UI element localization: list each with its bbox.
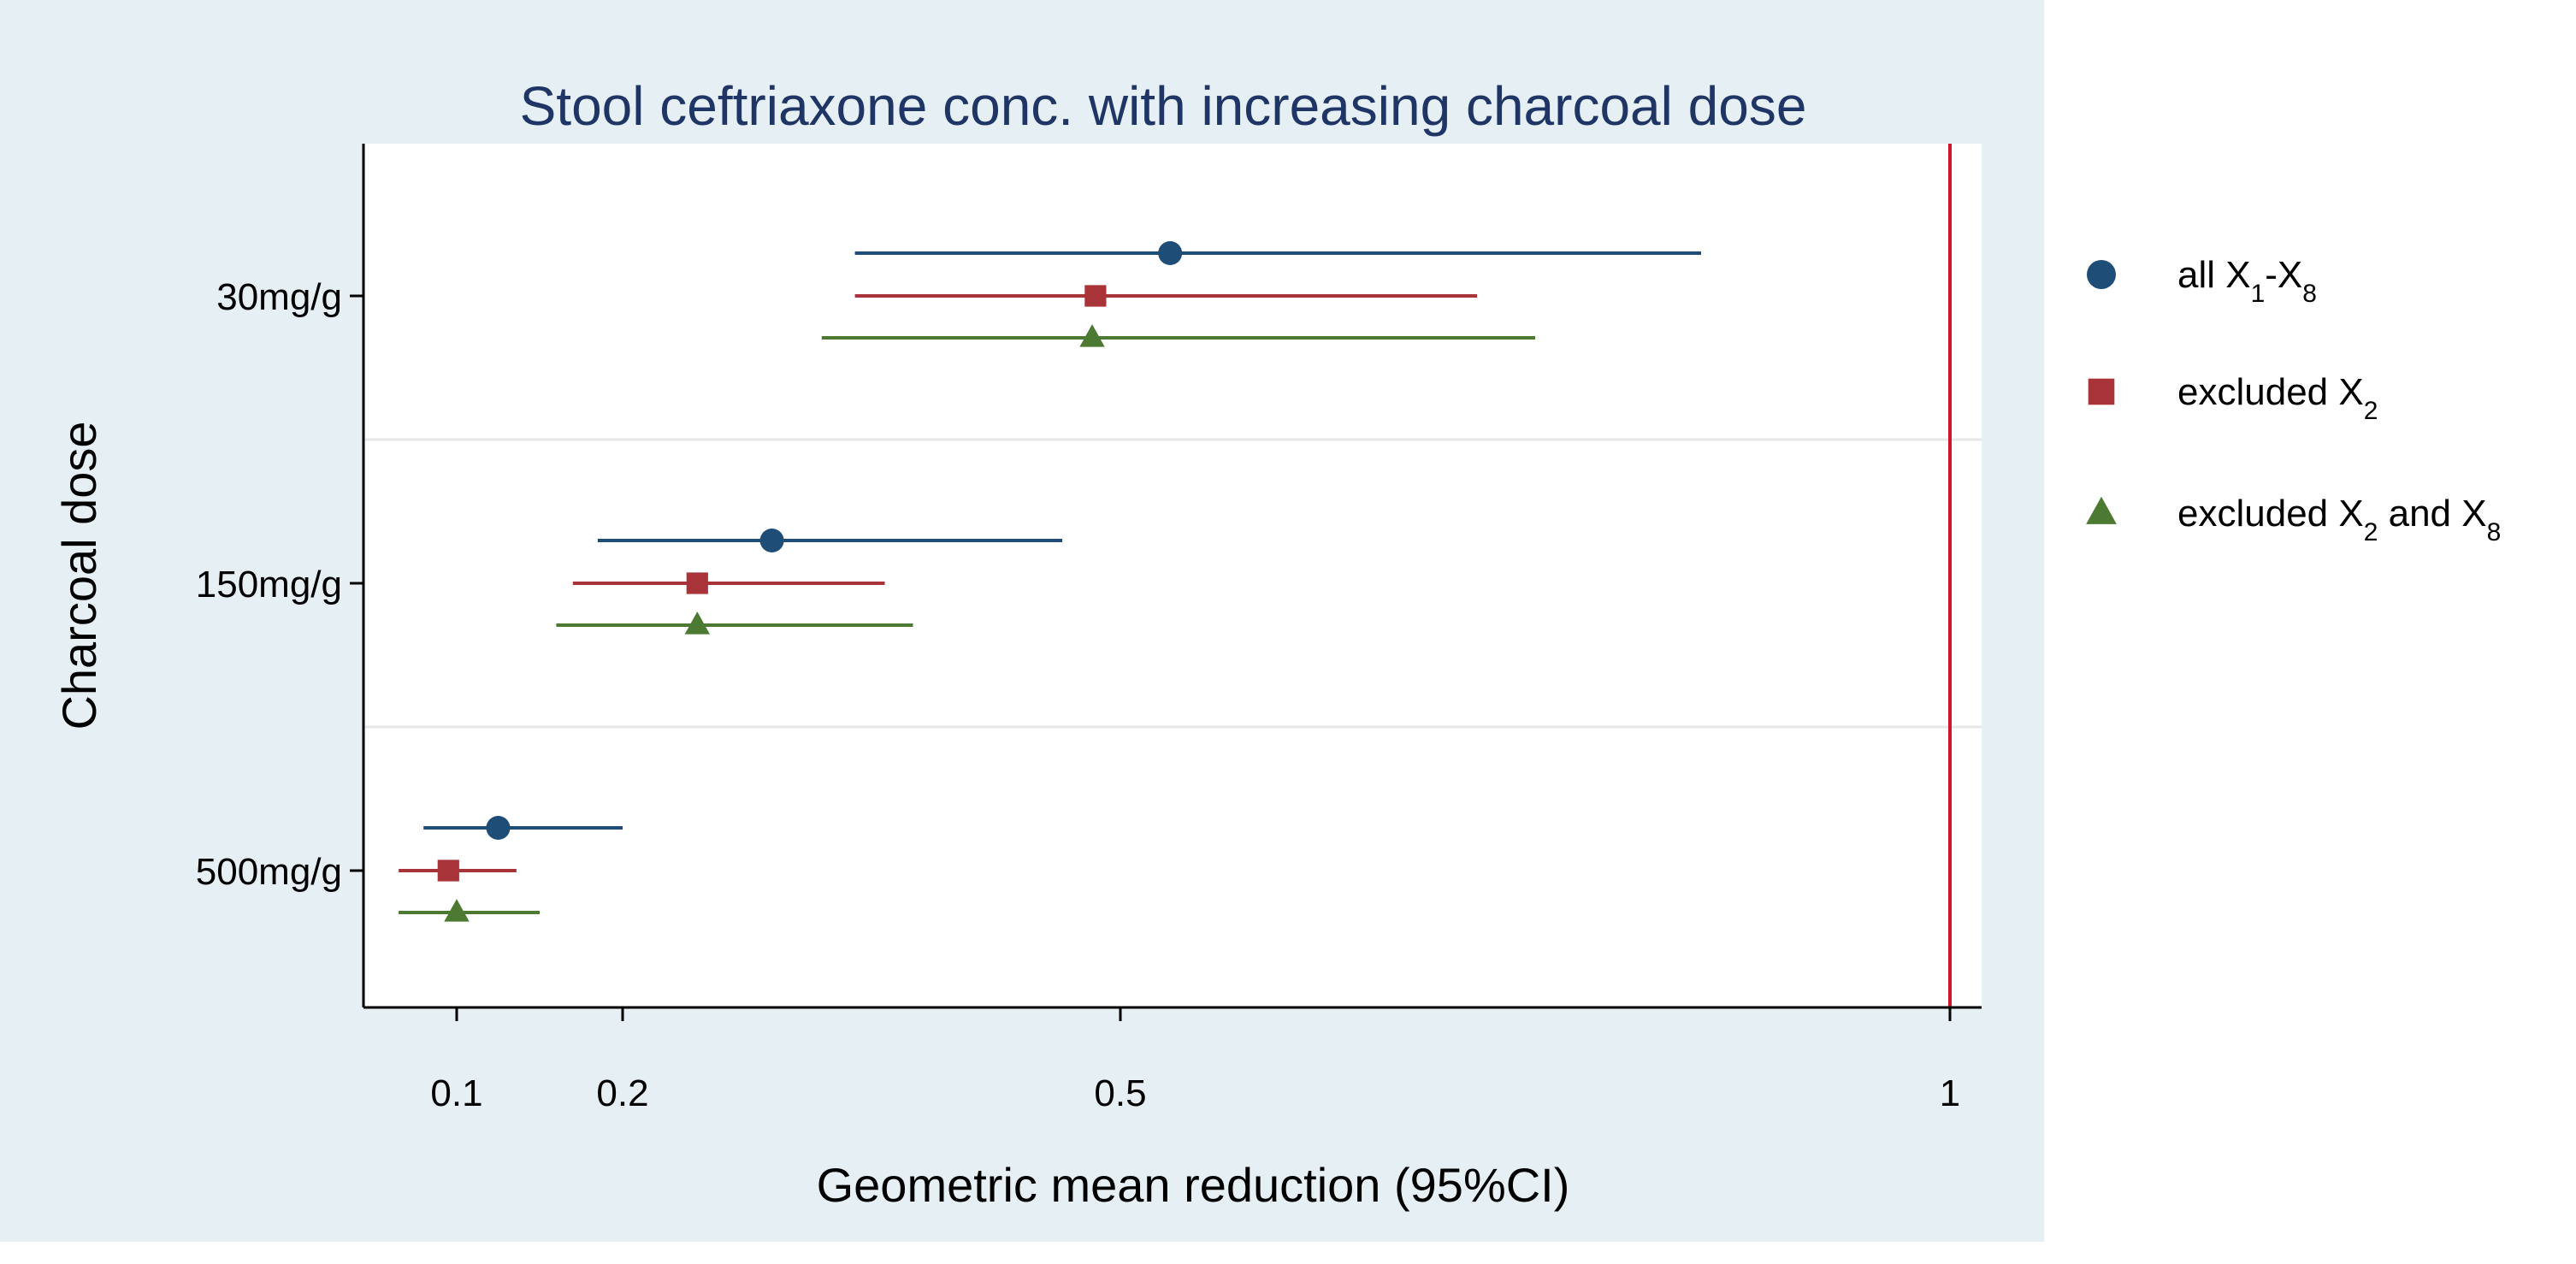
legend-subscript: 2 <box>2364 397 2378 425</box>
y-tick-label: 150mg/g <box>196 564 342 605</box>
legend-text: excluded X <box>2177 371 2364 413</box>
legend-label: excluded X2 <box>2177 371 2378 425</box>
y-tick-label: 500mg/g <box>196 851 342 893</box>
series-2-group <box>399 285 1478 882</box>
legend-text: and X <box>2378 493 2486 535</box>
legend-text: -X <box>2265 254 2302 296</box>
plot-area <box>363 144 1982 1007</box>
axis-ticks: 0.1 0.2 0.5 1 30mg/g 150mg/g 500mg/g <box>196 276 1960 1114</box>
chart-title: Stool ceftriaxone conc. with increasing … <box>520 75 1807 137</box>
x-axis-title: Geometric mean reduction (95%CI) <box>817 1158 1570 1212</box>
axes <box>362 144 1982 1009</box>
legend-marker <box>2088 378 2115 405</box>
chart-marks <box>399 241 1701 922</box>
x-tick-label: 0.2 <box>596 1072 648 1114</box>
point-marker <box>1079 324 1105 347</box>
point-marker <box>486 816 511 840</box>
x-tick-label: 0.5 <box>1094 1072 1146 1114</box>
legend-subscript: 8 <box>2487 518 2502 546</box>
legend-label: excluded X2 and X8 <box>2177 493 2501 546</box>
gridlines <box>363 438 1982 729</box>
x-tick-label: 0.1 <box>430 1072 482 1114</box>
y-axis-title: Charcoal dose <box>52 421 106 729</box>
legend-marker <box>2087 260 2116 289</box>
legend-label: all X1-X8 <box>2177 254 2317 308</box>
legend-text: all X <box>2177 254 2251 296</box>
point-marker <box>437 859 459 882</box>
point-marker <box>1158 241 1183 265</box>
point-marker <box>1084 285 1107 307</box>
point-marker <box>684 611 710 635</box>
legend-subscript: 2 <box>2364 518 2378 546</box>
y-tick-label: 30mg/g <box>216 276 342 318</box>
legend-subscript: 1 <box>2251 280 2266 308</box>
series-1-group <box>423 241 1701 840</box>
point-marker <box>686 572 708 594</box>
legend-subscript: 8 <box>2302 280 2317 308</box>
legend-text: excluded X <box>2177 493 2364 535</box>
series-3-group <box>399 324 1535 922</box>
x-tick-label: 1 <box>1940 1072 1960 1114</box>
legend-marker <box>2086 496 2117 524</box>
point-marker <box>759 529 784 552</box>
point-marker <box>444 899 470 922</box>
